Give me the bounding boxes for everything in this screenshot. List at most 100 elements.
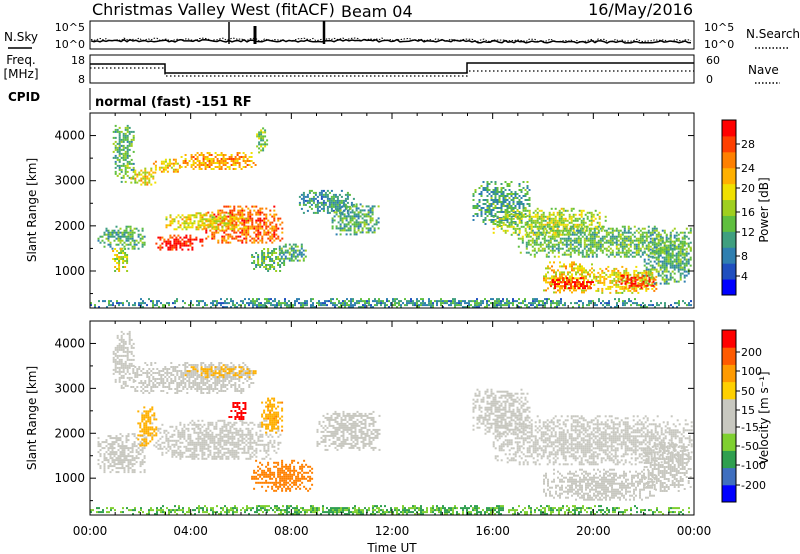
power-cell — [129, 229, 132, 232]
power-cell — [122, 164, 125, 167]
power-cell — [623, 225, 626, 228]
power-cell — [615, 237, 618, 240]
power-cell — [677, 250, 680, 253]
velocity-cell — [144, 362, 147, 364]
power-cell — [292, 306, 294, 309]
power-cell — [292, 243, 295, 246]
velocity-cell — [144, 380, 147, 382]
power-cell — [347, 223, 350, 226]
power-cell — [607, 231, 610, 234]
power-cell — [583, 291, 585, 294]
power-cell — [655, 235, 658, 238]
power-cell — [514, 223, 517, 225]
power-cell — [310, 199, 313, 202]
velocity-cell — [114, 362, 117, 365]
power-cell — [207, 226, 210, 229]
power-cell — [588, 300, 590, 303]
power-cell — [366, 302, 368, 305]
velocity-cell — [120, 386, 123, 389]
power-cell — [520, 221, 523, 224]
power-cell — [312, 195, 315, 198]
power-cell — [609, 227, 612, 230]
power-cell — [506, 304, 508, 307]
power-cell — [222, 154, 225, 156]
power-cell — [266, 306, 268, 309]
power-cell — [629, 227, 632, 230]
power-cell — [377, 217, 380, 220]
power-cell — [326, 199, 329, 202]
power-cell — [518, 306, 520, 309]
power-cell — [669, 248, 672, 251]
power-cell — [661, 250, 664, 253]
power-cell — [649, 283, 652, 286]
power-cell — [571, 243, 574, 246]
power-cell — [653, 256, 656, 259]
power-cell — [126, 166, 129, 169]
power-cell — [679, 250, 682, 253]
power-cell — [640, 304, 642, 307]
power-cell — [253, 231, 256, 234]
power-cell — [298, 253, 301, 256]
power-cell — [492, 207, 495, 209]
power-cell — [522, 205, 525, 207]
power-cell — [661, 251, 664, 254]
power-cell — [478, 302, 480, 305]
power-cell — [577, 225, 580, 228]
power-cell — [124, 256, 127, 258]
power-cell — [128, 132, 131, 135]
power-cell — [345, 223, 348, 226]
power-cell — [502, 195, 505, 197]
power-cell — [241, 233, 244, 236]
power-cell — [569, 243, 572, 246]
power-cell — [191, 226, 194, 229]
velocity-cell — [156, 386, 159, 388]
power-cell — [547, 243, 550, 246]
power-cell — [248, 156, 251, 158]
power-cell — [141, 227, 144, 230]
power-cell — [384, 304, 386, 307]
power-cell — [241, 214, 244, 217]
power-cell — [673, 240, 676, 243]
power-cell — [480, 207, 483, 209]
power-cell — [442, 300, 444, 303]
power-cell — [549, 235, 552, 238]
power-cell — [210, 164, 213, 166]
power-cell — [557, 281, 559, 284]
power-cell — [265, 256, 268, 258]
power-cell — [613, 267, 616, 270]
power-cell — [585, 235, 588, 238]
power-cell — [344, 203, 347, 206]
power-cell — [480, 195, 483, 197]
power-cell — [231, 213, 234, 216]
power-cell — [496, 189, 499, 191]
power-cell — [129, 235, 132, 238]
power-cell — [648, 280, 651, 283]
power-cell — [490, 181, 493, 183]
power-cell — [665, 278, 668, 281]
power-cell — [595, 289, 598, 292]
power-cell — [220, 302, 222, 305]
power-cell — [486, 187, 489, 189]
power-cell — [637, 227, 640, 230]
power-cell — [196, 158, 199, 160]
velocity-cell — [136, 390, 139, 392]
power-cell — [561, 243, 564, 246]
power-cell — [120, 252, 123, 254]
power-cell — [592, 300, 594, 303]
velocity-cell — [116, 354, 119, 357]
power-cell — [583, 269, 585, 272]
power-cell — [109, 245, 112, 248]
power-cell — [334, 201, 337, 204]
power-cell — [239, 239, 242, 242]
velocity-cell — [128, 350, 131, 353]
power-cell — [114, 248, 117, 250]
power-cell — [641, 277, 644, 280]
power-cell — [582, 209, 585, 212]
power-cell — [373, 227, 376, 230]
power-cell — [118, 136, 121, 139]
power-cell — [217, 241, 220, 244]
power-cell — [294, 245, 297, 248]
power-cell — [488, 300, 490, 303]
power-cell — [197, 228, 200, 231]
power-cell — [524, 229, 527, 232]
